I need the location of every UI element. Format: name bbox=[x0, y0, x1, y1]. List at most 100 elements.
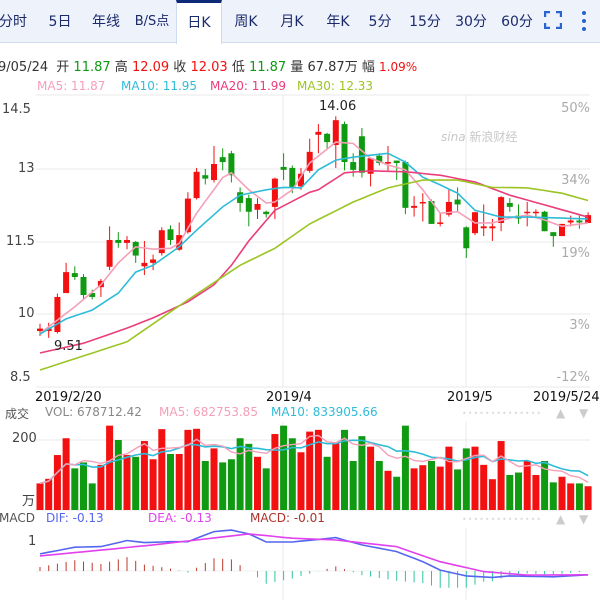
high-label: 高 bbox=[114, 60, 128, 75]
volume-bar bbox=[236, 438, 244, 510]
fullscreen-icon[interactable] bbox=[544, 11, 562, 29]
candle-body bbox=[463, 227, 470, 249]
volume-bar bbox=[314, 429, 322, 510]
more-vertical-icon[interactable] bbox=[580, 10, 588, 32]
min-price-label: 9.51 bbox=[54, 339, 83, 354]
tab-monthly-k[interactable]: 月K bbox=[280, 14, 304, 30]
candle-body bbox=[585, 215, 592, 223]
ma10-legend: MA10: 11.95 bbox=[121, 79, 198, 93]
percent-tick: 50% bbox=[561, 101, 590, 116]
tab-bs-points[interactable]: B/S点 bbox=[134, 14, 170, 29]
close-value: 12.03 bbox=[190, 60, 228, 75]
volume-bar bbox=[280, 425, 288, 510]
volume-bar bbox=[567, 483, 575, 510]
volume-bar bbox=[341, 429, 348, 510]
candle-body bbox=[80, 276, 87, 296]
candle-body bbox=[263, 211, 270, 215]
price-tick: 14.5 bbox=[2, 102, 31, 117]
volume-bar bbox=[584, 486, 592, 510]
candle-body bbox=[202, 175, 209, 179]
candle-body bbox=[211, 164, 217, 181]
volume-drag-handle[interactable]: •••••••••••••• bbox=[462, 409, 543, 418]
date-label: 2019/5/24 bbox=[533, 390, 600, 405]
up-arrow-icon[interactable]: ▲ bbox=[556, 406, 566, 420]
vol-legend: VOL: 678712.42 bbox=[45, 405, 142, 419]
candle-body bbox=[559, 223, 565, 237]
macd-drag-handle[interactable]: •••••••••••••• bbox=[462, 515, 543, 524]
volume-bar bbox=[549, 482, 557, 510]
volume-bar bbox=[45, 478, 53, 510]
tab-yearline[interactable]: 年线 bbox=[92, 14, 120, 30]
candle-body bbox=[167, 229, 174, 240]
volume-bar bbox=[393, 476, 401, 510]
tab-15min[interactable]: 15分 bbox=[409, 14, 441, 30]
candle-body bbox=[306, 151, 313, 171]
candle-body bbox=[498, 197, 505, 223]
volume-bar bbox=[375, 461, 383, 510]
low-label: 低 bbox=[231, 60, 245, 75]
volume-bar bbox=[471, 446, 479, 510]
tab-5day[interactable]: 5日 bbox=[48, 14, 72, 30]
ma30-line bbox=[39, 179, 589, 371]
candle-body bbox=[550, 232, 557, 237]
volume-bar bbox=[158, 429, 166, 510]
candle-body bbox=[411, 205, 418, 208]
up-arrow-icon[interactable]: ▲ bbox=[556, 512, 566, 526]
volume-bar bbox=[97, 464, 105, 510]
volume-bar bbox=[36, 483, 44, 510]
candle-body bbox=[445, 201, 452, 215]
candle-body bbox=[428, 201, 435, 224]
sina-watermark-logo: sina 新浪财经 bbox=[441, 130, 518, 144]
change-label: 幅 bbox=[361, 60, 375, 75]
volume-bar bbox=[367, 446, 375, 510]
candle-body bbox=[298, 173, 304, 187]
open-label: 开 bbox=[56, 60, 70, 75]
date-label: 2019/2/20 bbox=[35, 390, 102, 405]
tab-yearly-k[interactable]: 年K bbox=[326, 14, 350, 30]
close-label: 收 bbox=[173, 60, 187, 75]
candle-body bbox=[419, 201, 426, 204]
volume-ma10-line bbox=[39, 439, 589, 485]
tab-60min[interactable]: 60分 bbox=[501, 14, 533, 30]
volume-bar bbox=[106, 425, 114, 510]
tab-30min[interactable]: 30分 bbox=[455, 14, 487, 30]
tab-daily-k[interactable]: 日K bbox=[176, 0, 222, 44]
volume-bar bbox=[497, 441, 505, 510]
low-value: 11.87 bbox=[248, 60, 287, 75]
tab-5min[interactable]: 5分 bbox=[368, 14, 392, 30]
down-arrow-icon[interactable]: ▼ bbox=[579, 406, 589, 420]
candle-body bbox=[385, 162, 391, 164]
candle-body bbox=[124, 239, 130, 243]
volume-bar bbox=[445, 446, 453, 510]
candle-body bbox=[532, 211, 539, 214]
volume-bar bbox=[384, 470, 392, 510]
candle-body bbox=[254, 203, 261, 210]
candle-body bbox=[350, 162, 357, 170]
candle-body bbox=[132, 241, 139, 256]
candle-body bbox=[576, 220, 583, 223]
percent-tick: 19% bbox=[561, 246, 590, 261]
ma30-legend: MA30: 12.33 bbox=[297, 79, 374, 93]
volume-bar bbox=[254, 456, 261, 510]
volume-bar bbox=[297, 452, 305, 510]
volume-bar bbox=[575, 483, 583, 510]
volume-tick: 200 bbox=[12, 431, 37, 446]
dea-line bbox=[39, 533, 589, 576]
volume-bar bbox=[80, 462, 87, 510]
tab-weekly-k[interactable]: 周K bbox=[234, 14, 258, 30]
volume-bar bbox=[71, 468, 79, 510]
percent-tick: 34% bbox=[561, 173, 590, 188]
volume-bar bbox=[454, 469, 462, 510]
macd-legend: MACD: -0.01 bbox=[250, 511, 325, 525]
volume-bar bbox=[410, 468, 418, 510]
candle-body bbox=[184, 198, 191, 233]
volume-bar bbox=[506, 475, 514, 510]
tab-timeshare[interactable]: 分时 bbox=[0, 14, 27, 30]
percent-tick: 3% bbox=[569, 318, 590, 333]
volume-bar bbox=[401, 425, 409, 510]
down-arrow-icon[interactable]: ▼ bbox=[579, 512, 589, 526]
volume-bar bbox=[349, 461, 357, 510]
volume-bar bbox=[201, 461, 209, 510]
volume-bar bbox=[53, 455, 61, 510]
